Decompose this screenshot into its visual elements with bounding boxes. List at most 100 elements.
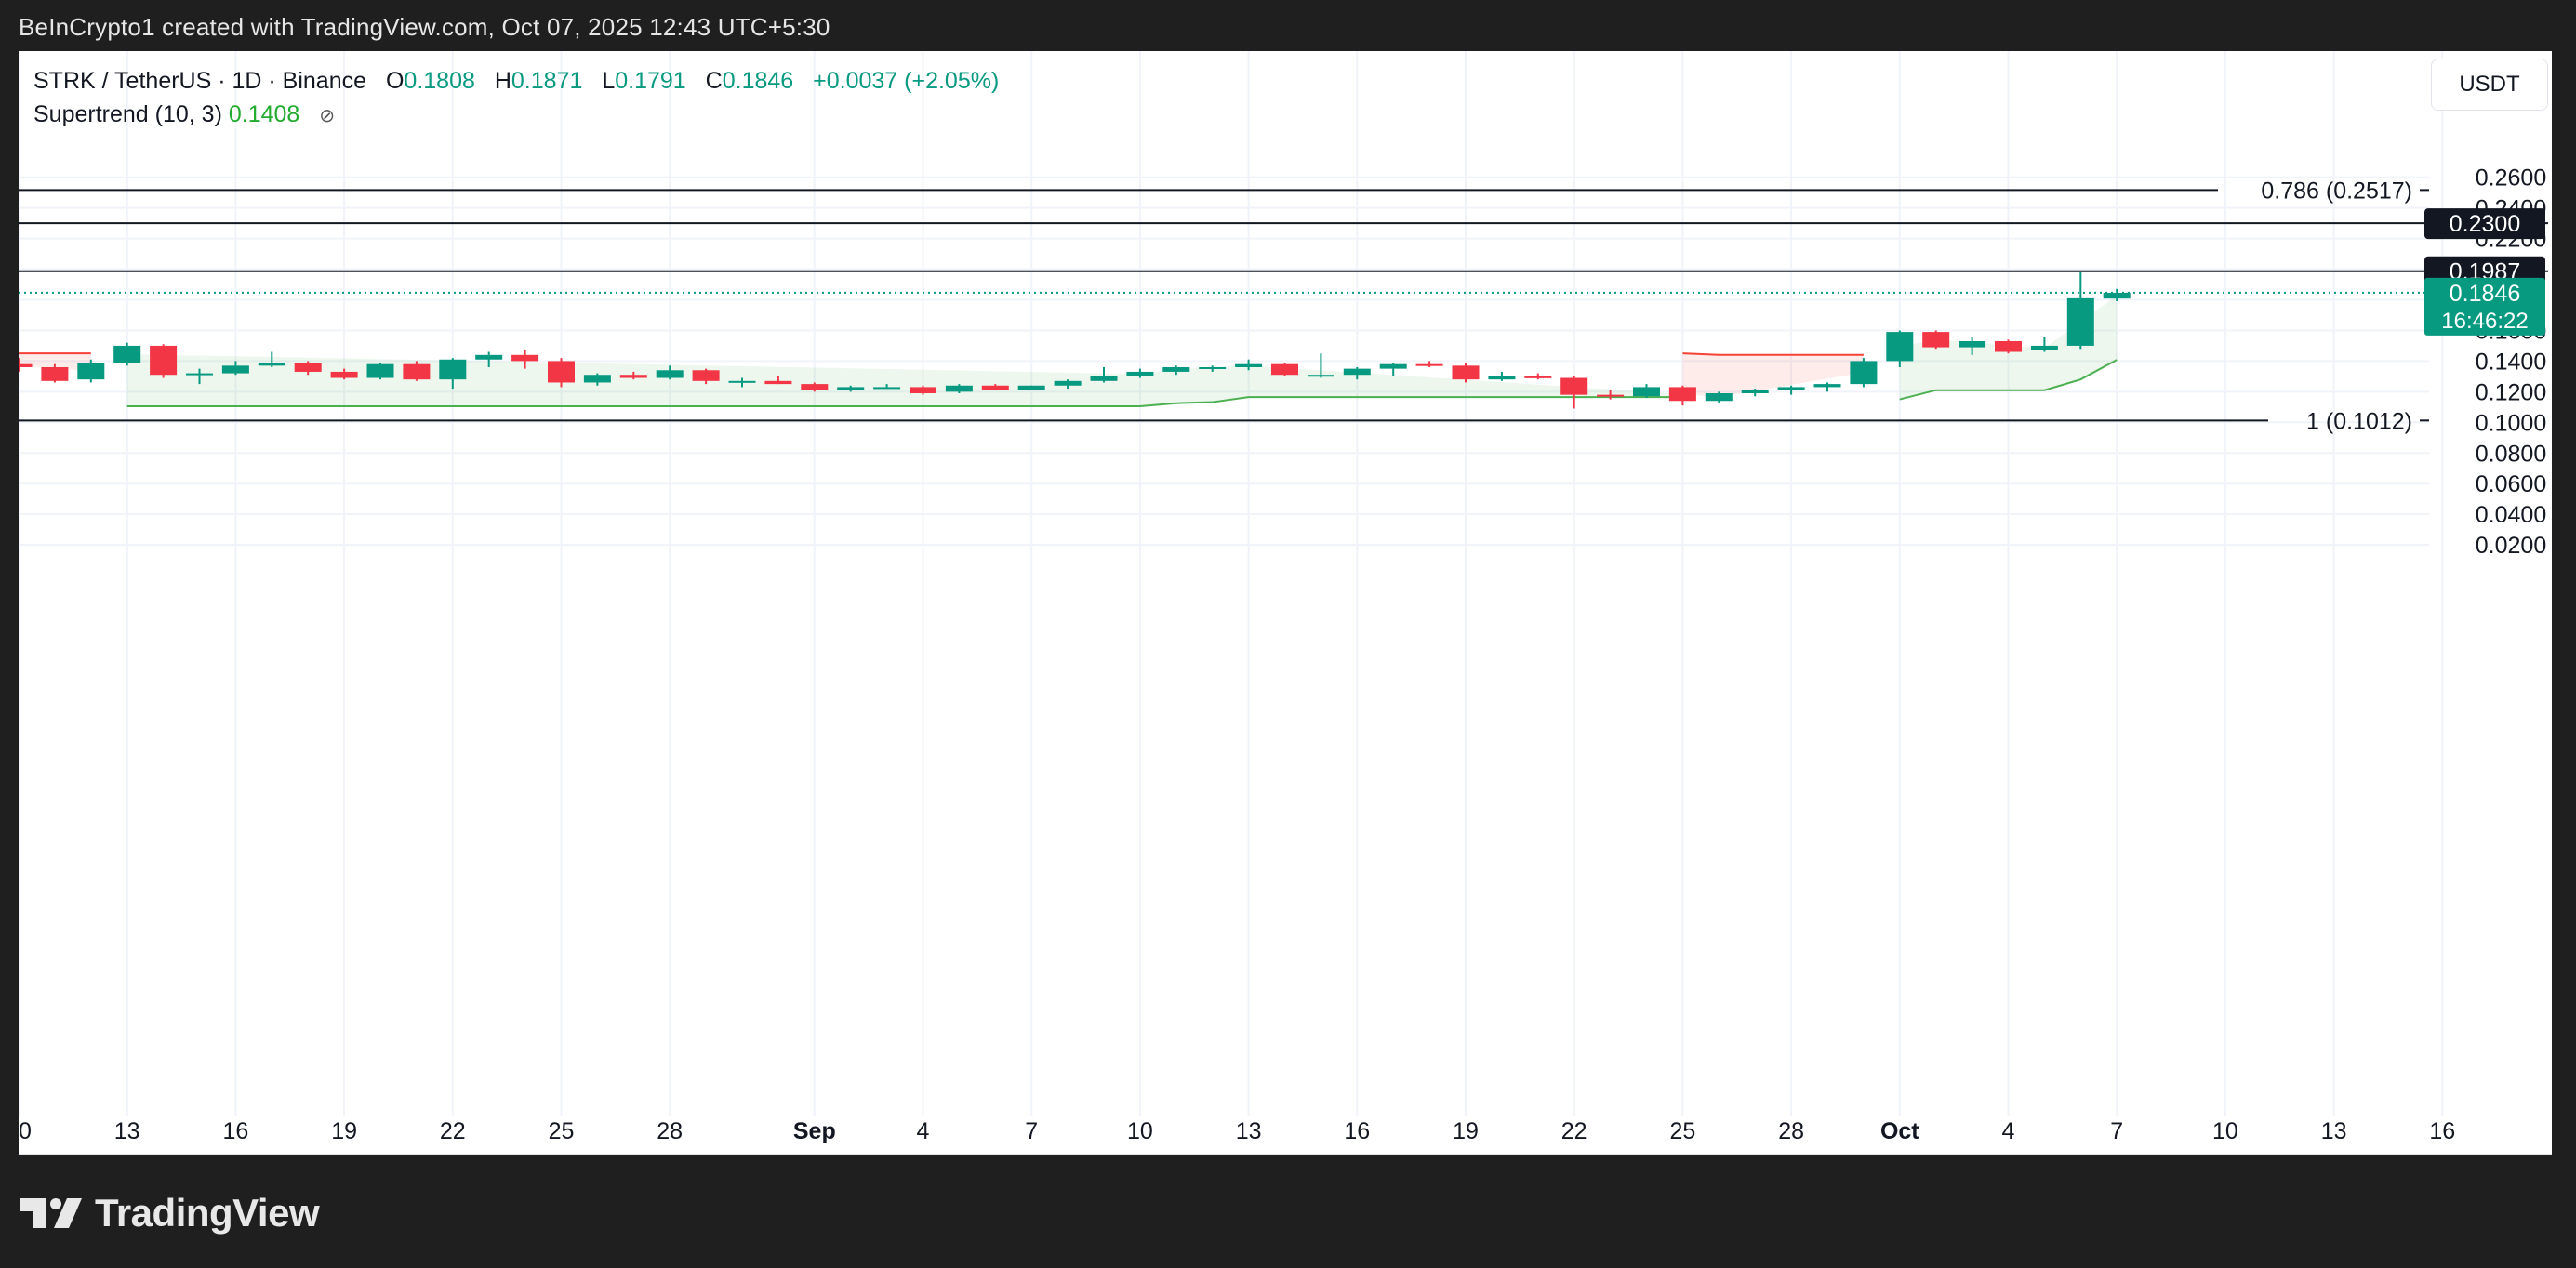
candle-up bbox=[77, 363, 105, 380]
supertrend-up-fill bbox=[126, 353, 1683, 407]
x-axis-tick-label: 4 bbox=[917, 1118, 930, 1144]
candle-down bbox=[19, 363, 33, 367]
y-axis-tick-label: 0.0800 bbox=[2476, 441, 2546, 467]
candle-up bbox=[1054, 380, 1082, 386]
candle-up bbox=[873, 387, 901, 390]
candle-down bbox=[548, 361, 575, 383]
candle-up bbox=[1379, 363, 1407, 369]
supertrend-up-line bbox=[126, 396, 1683, 408]
candle-down bbox=[1995, 340, 2022, 352]
x-axis-tick-label: 19 bbox=[1453, 1118, 1479, 1144]
candle-down bbox=[403, 363, 431, 380]
x-axis-tick-label: 28 bbox=[1778, 1118, 1804, 1144]
candle-up bbox=[1162, 366, 1190, 372]
x-axis-tick-label: 10 bbox=[1127, 1118, 1153, 1144]
close-label: C bbox=[705, 68, 723, 94]
symbol-row: STRK / TetherUS · 1D · Binance O0.1808 H… bbox=[33, 64, 999, 98]
x-axis-tick-label: 22 bbox=[1561, 1118, 1587, 1144]
candle-up bbox=[1343, 368, 1371, 376]
candle-up bbox=[1850, 361, 1878, 385]
open-value: 0.1808 bbox=[404, 68, 475, 94]
indicator-value: 0.1408 bbox=[228, 101, 300, 127]
x-axis-tick-label: 28 bbox=[657, 1118, 683, 1144]
candle-down bbox=[1922, 332, 1950, 348]
candle-down bbox=[1452, 365, 1480, 380]
candle-up bbox=[1777, 387, 1805, 390]
candle-up bbox=[1633, 387, 1660, 397]
candle-down bbox=[511, 354, 539, 362]
candle-up bbox=[1959, 340, 1986, 348]
last-price-label: 0.1846 bbox=[2450, 281, 2520, 307]
x-axis-tick-label: 19 bbox=[331, 1118, 357, 1144]
candle-up bbox=[1741, 390, 1769, 393]
candle-down bbox=[1597, 394, 1625, 397]
candle-up bbox=[113, 345, 141, 363]
candle-down bbox=[294, 363, 322, 372]
x-axis-tick-label: 4 bbox=[2002, 1118, 2015, 1144]
candle-up bbox=[1488, 376, 1516, 380]
candle-up bbox=[1813, 384, 1841, 388]
last-price-badge bbox=[2424, 277, 2545, 336]
x-axis-tick-label: 7 bbox=[1025, 1118, 1038, 1144]
supertrend-down-fill bbox=[19, 353, 91, 372]
candle-down bbox=[150, 345, 178, 376]
low-value: 0.1791 bbox=[615, 68, 686, 94]
supertrend-down-fill bbox=[1682, 353, 1864, 398]
y-axis-tick-label: 0.1000 bbox=[2476, 410, 2546, 436]
x-axis-tick-label: 16 bbox=[222, 1118, 248, 1144]
candle-down bbox=[619, 375, 647, 378]
x-axis-tick-label: 13 bbox=[2321, 1118, 2347, 1144]
candle-down bbox=[801, 384, 829, 390]
currency-button[interactable]: USDT bbox=[2431, 59, 2548, 111]
indicator-row: Supertrend (10, 3) 0.1408 ⊘ bbox=[33, 98, 999, 131]
fib-level-label: 0.786 (0.2517) bbox=[2261, 178, 2412, 204]
candle-down bbox=[1560, 377, 1588, 395]
candle-up bbox=[1886, 332, 1914, 362]
chart-panel[interactable]: 0.786 (0.2517) 0.2300 0.1987 1 (0.1012) 0.26… bbox=[19, 51, 2552, 1155]
candle-up bbox=[258, 363, 285, 366]
price-change: +0.0037 (+2.05%) bbox=[813, 68, 1000, 94]
symbol-title[interactable]: STRK / TetherUS · 1D · Binance bbox=[33, 68, 367, 94]
supertrend-up-line bbox=[1899, 359, 2118, 401]
candle-down bbox=[41, 366, 69, 381]
candle-up bbox=[728, 380, 756, 383]
indicator-name[interactable]: Supertrend (10, 3) bbox=[33, 101, 222, 127]
candle-up bbox=[2103, 292, 2131, 299]
fib-level-label: 1 (0.1012) bbox=[2306, 408, 2412, 434]
candle-up bbox=[221, 365, 249, 374]
price-level-badge-label: 0.2300 bbox=[2450, 211, 2520, 237]
x-axis-tick-label: 25 bbox=[1669, 1118, 1695, 1144]
candle-up bbox=[2066, 297, 2094, 346]
candle-up bbox=[439, 359, 467, 380]
x-axis-tick-label: Oct bbox=[1880, 1118, 1919, 1144]
candle-up bbox=[945, 385, 973, 392]
chart-attribution: BeInCrypto1 created with TradingView.com… bbox=[19, 13, 830, 41]
tradingview-logo[interactable]: TradingView bbox=[20, 1190, 320, 1236]
footer-brand: TradingView bbox=[95, 1191, 320, 1235]
y-axis-tick-label: 0.2200 bbox=[2476, 227, 2546, 253]
candle-down bbox=[1415, 363, 1443, 366]
eye-off-icon[interactable]: ⊘ bbox=[319, 106, 336, 126]
y-axis-tick-label: 0.0200 bbox=[2476, 533, 2546, 559]
candle-down bbox=[764, 380, 792, 385]
candle-up bbox=[1235, 363, 1263, 367]
candle-up bbox=[656, 370, 684, 378]
candle-down bbox=[910, 387, 936, 393]
candle-down bbox=[981, 385, 1009, 390]
high-label: H bbox=[494, 68, 511, 94]
candle-up bbox=[366, 363, 394, 378]
x-axis-tick-label: Sep bbox=[793, 1118, 836, 1144]
open-label: O bbox=[385, 68, 405, 94]
candle-down bbox=[1271, 363, 1298, 376]
candle-down bbox=[692, 370, 720, 381]
supertrend-down-line bbox=[1682, 352, 1864, 356]
x-axis-tick-label: 16 bbox=[2429, 1118, 2455, 1144]
x-axis-tick-label: 16 bbox=[1344, 1118, 1370, 1144]
candle-up bbox=[837, 387, 865, 390]
x-axis-tick-label: 7 bbox=[2110, 1118, 2123, 1144]
x-axis-tick-label: 13 bbox=[1236, 1118, 1262, 1144]
y-axis-tick-label: 0.2400 bbox=[2476, 196, 2546, 222]
x-axis-tick-label: 22 bbox=[440, 1118, 466, 1144]
candle-up bbox=[1705, 392, 1733, 402]
